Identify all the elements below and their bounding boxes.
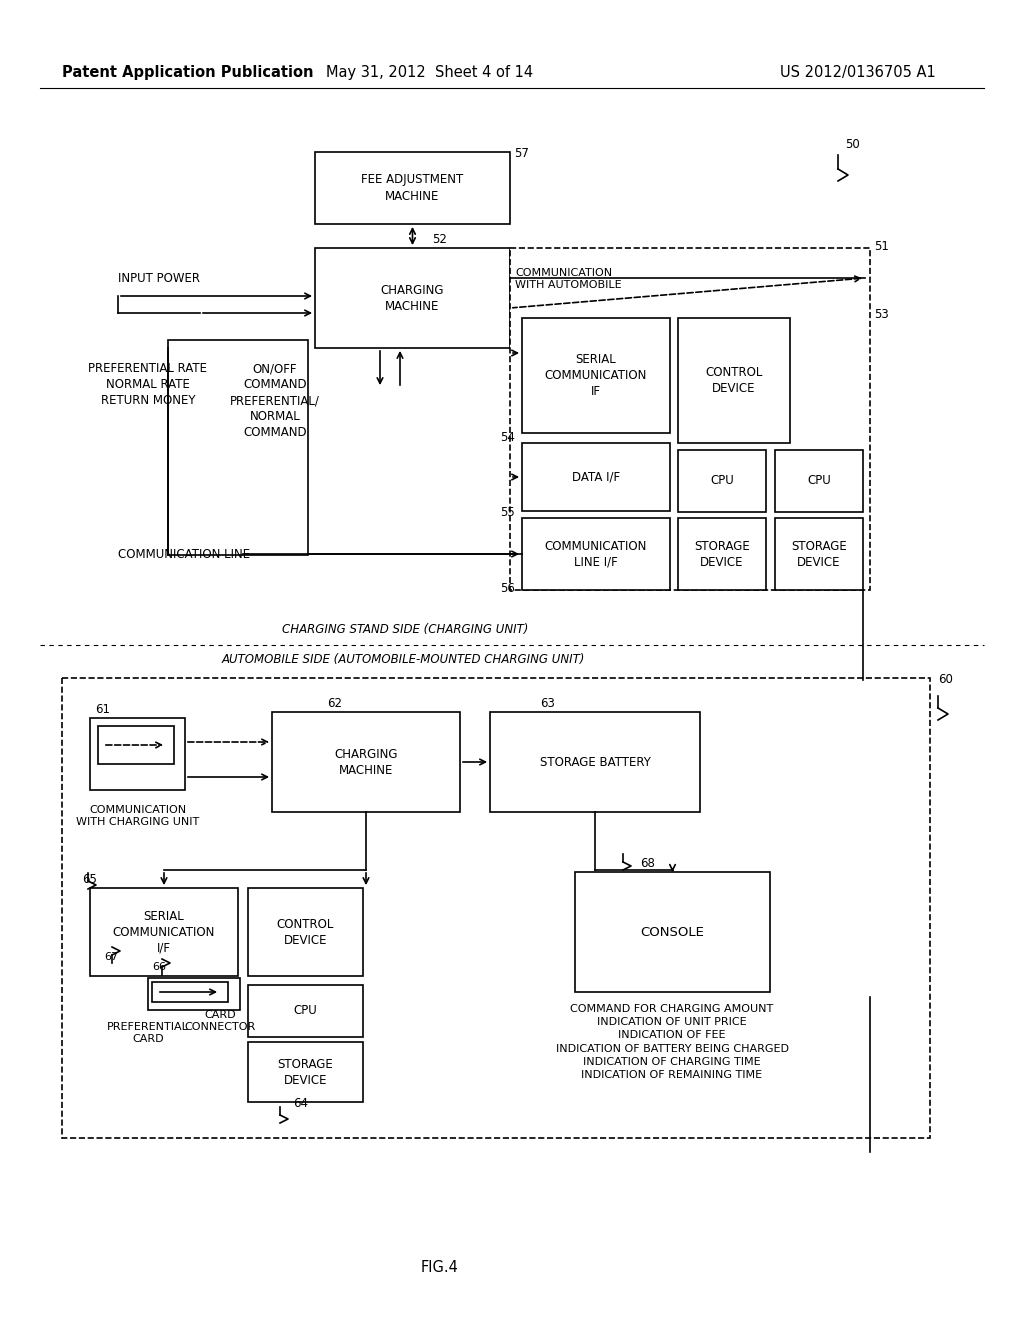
Text: CHARGING STAND SIDE (CHARGING UNIT): CHARGING STAND SIDE (CHARGING UNIT) <box>282 623 528 636</box>
Text: 64: 64 <box>293 1097 308 1110</box>
Text: 55: 55 <box>500 506 515 519</box>
Text: CPU: CPU <box>807 474 830 487</box>
Text: SERIAL
COMMUNICATION
IF: SERIAL COMMUNICATION IF <box>545 352 647 399</box>
Text: US 2012/0136705 A1: US 2012/0136705 A1 <box>780 65 936 79</box>
Text: CHARGING
MACHINE: CHARGING MACHINE <box>381 284 444 313</box>
Text: PREFERENTIAL RATE
NORMAL RATE
RETURN MONEY: PREFERENTIAL RATE NORMAL RATE RETURN MON… <box>88 363 208 408</box>
Text: COMMUNICATION
LINE I/F: COMMUNICATION LINE I/F <box>545 540 647 569</box>
Text: STORAGE
DEVICE: STORAGE DEVICE <box>278 1057 334 1086</box>
Bar <box>775 517 863 590</box>
Text: COMMUNICATION
WITH CHARGING UNIT: COMMUNICATION WITH CHARGING UNIT <box>76 805 199 826</box>
Bar <box>62 678 930 1138</box>
Text: AUTOMOBILE SIDE (AUTOMOBILE-MOUNTED CHARGING UNIT): AUTOMOBILE SIDE (AUTOMOBILE-MOUNTED CHAR… <box>222 653 586 667</box>
Text: CONTROL
DEVICE: CONTROL DEVICE <box>276 917 334 946</box>
Text: 61: 61 <box>95 704 110 715</box>
Text: 62: 62 <box>327 697 342 710</box>
Text: PREFERENTIAL
CARD: PREFERENTIAL CARD <box>108 1022 189 1044</box>
Text: ON/OFF
COMMAND
PREFERENTIAL/
NORMAL
COMMAND: ON/OFF COMMAND PREFERENTIAL/ NORMAL COMM… <box>230 362 319 440</box>
Bar <box>522 517 670 590</box>
Text: CHARGING
MACHINE: CHARGING MACHINE <box>334 747 397 776</box>
Text: 67: 67 <box>104 952 118 962</box>
Text: 63: 63 <box>540 697 555 710</box>
Text: CPU: CPU <box>294 1005 317 1018</box>
Bar <box>490 711 700 812</box>
Text: DATA I/F: DATA I/F <box>572 470 621 483</box>
Bar <box>90 718 185 789</box>
Text: Patent Application Publication: Patent Application Publication <box>62 65 313 79</box>
Bar <box>272 711 460 812</box>
Text: CONTROL
DEVICE: CONTROL DEVICE <box>706 366 763 395</box>
Bar <box>148 978 240 1010</box>
Text: 66: 66 <box>152 962 166 972</box>
Text: STORAGE
DEVICE: STORAGE DEVICE <box>694 540 750 569</box>
Text: INPUT POWER: INPUT POWER <box>118 272 200 285</box>
Text: May 31, 2012  Sheet 4 of 14: May 31, 2012 Sheet 4 of 14 <box>327 65 534 79</box>
Text: COMMUNICATION LINE: COMMUNICATION LINE <box>118 548 250 561</box>
Bar <box>510 248 870 590</box>
Text: SERIAL
COMMUNICATION
I/F: SERIAL COMMUNICATION I/F <box>113 909 215 954</box>
Text: 57: 57 <box>514 147 528 160</box>
Text: FIG.4: FIG.4 <box>421 1261 459 1275</box>
Text: CONSOLE: CONSOLE <box>641 925 705 939</box>
Bar <box>775 450 863 512</box>
Text: COMMAND FOR CHARGING AMOUNT
INDICATION OF UNIT PRICE
INDICATION OF FEE
INDICATIO: COMMAND FOR CHARGING AMOUNT INDICATION O… <box>555 1005 788 1080</box>
Text: 53: 53 <box>874 308 889 321</box>
Bar <box>168 341 308 554</box>
Bar <box>248 1041 362 1102</box>
Bar <box>678 517 766 590</box>
Text: 60: 60 <box>938 673 953 686</box>
Text: STORAGE BATTERY: STORAGE BATTERY <box>540 755 650 768</box>
Bar <box>522 444 670 511</box>
Bar <box>98 726 174 764</box>
Bar <box>248 888 362 975</box>
Text: COMMUNICATION
WITH AUTOMOBILE: COMMUNICATION WITH AUTOMOBILE <box>515 268 622 289</box>
Bar <box>315 152 510 224</box>
Bar <box>152 982 228 1002</box>
Bar <box>678 450 766 512</box>
Bar <box>522 318 670 433</box>
Text: CPU: CPU <box>710 474 734 487</box>
Bar <box>678 318 790 444</box>
Text: 51: 51 <box>874 240 889 253</box>
Bar <box>248 985 362 1038</box>
Text: CARD
CONNECTOR: CARD CONNECTOR <box>184 1010 256 1032</box>
Bar <box>315 248 510 348</box>
Text: 68: 68 <box>640 857 655 870</box>
Text: 56: 56 <box>500 582 515 595</box>
Bar <box>90 888 238 975</box>
Text: STORAGE
DEVICE: STORAGE DEVICE <box>792 540 847 569</box>
Text: 54: 54 <box>500 432 515 444</box>
Text: 65: 65 <box>82 873 97 886</box>
Text: 52: 52 <box>432 234 447 246</box>
Bar <box>575 873 770 993</box>
Text: 50: 50 <box>845 139 860 150</box>
Text: FEE ADJUSTMENT
MACHINE: FEE ADJUSTMENT MACHINE <box>361 173 464 202</box>
